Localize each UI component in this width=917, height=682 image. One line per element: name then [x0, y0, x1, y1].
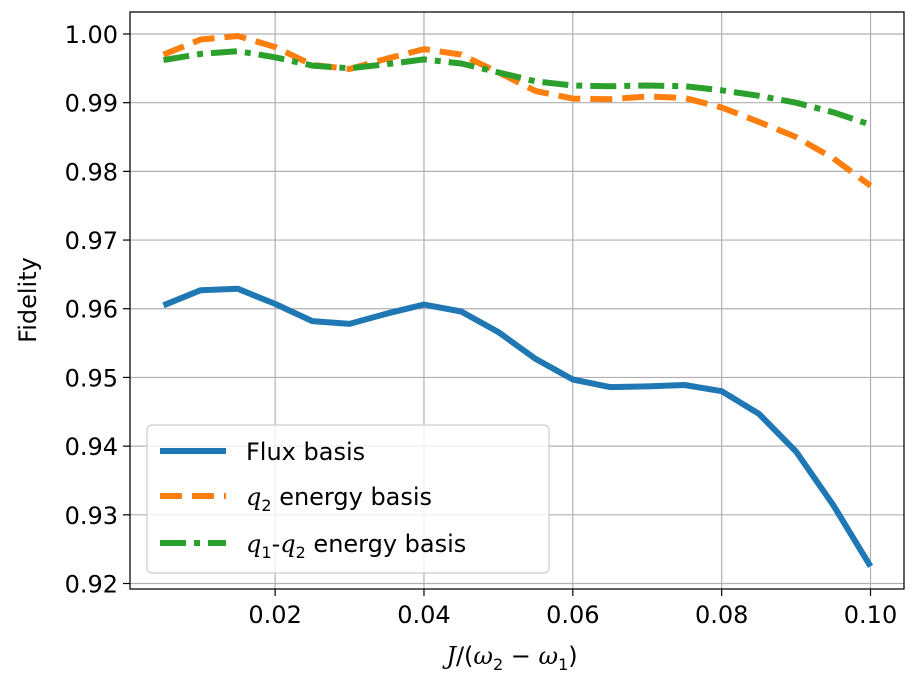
- x-ticks: 0.02 0.04 0.06 0.08 0.10: [248, 589, 897, 629]
- x-tick-label: 0.10: [844, 601, 897, 629]
- legend-box: [146, 424, 550, 574]
- x-tick-label: 0.04: [397, 601, 450, 629]
- series-lines: [162, 33, 874, 568]
- y-tick-label: 0.92: [65, 571, 118, 599]
- y-tick-label: 0.94: [65, 433, 118, 461]
- series-line-q2: [162, 33, 873, 189]
- y-tick-label: 0.96: [65, 296, 118, 324]
- series-line-flux: [162, 285, 874, 568]
- x-axis-label: J/(ω2 − ω1): [441, 642, 577, 674]
- legend-label-flux: Flux basis: [246, 438, 365, 466]
- y-tick-label: 0.95: [65, 364, 118, 392]
- y-axis-label: Fidelity: [14, 257, 42, 343]
- x-tick-label: 0.02: [248, 601, 301, 629]
- axes-frame: [129, 11, 905, 590]
- x-tick-label: 0.08: [695, 601, 748, 629]
- y-tick-label: 0.98: [65, 158, 118, 186]
- series-line-q1q2: [163, 48, 872, 128]
- x-tick-label: 0.06: [546, 601, 599, 629]
- legend-label-q1q2: q1-q2 energy basis: [246, 530, 466, 562]
- y-tick-label: 0.93: [65, 502, 118, 530]
- y-tick-label: 0.97: [65, 227, 118, 255]
- y-tick-label: 1.00: [65, 21, 118, 49]
- y-ticks: 0.92 0.93 0.94 0.95 0.96 0.97 0.98 0.99 1.00: [65, 21, 130, 599]
- legend-label-q2: q2 energy basis: [246, 483, 432, 515]
- legend: Flux basis q2 energy basis q1-q2 energy …: [146, 424, 550, 574]
- y-tick-label: 0.99: [65, 90, 118, 118]
